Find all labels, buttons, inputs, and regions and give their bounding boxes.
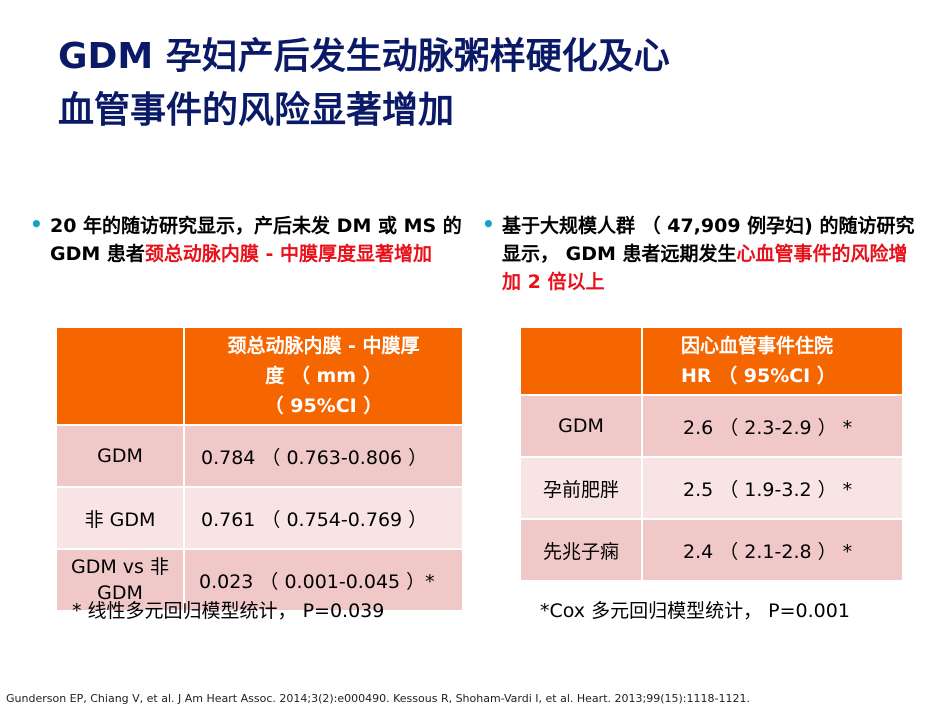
header-empty-cell — [521, 328, 641, 394]
table-row: 孕前肥胖 2.5 （ 1.9-3.2 ） * — [521, 456, 902, 518]
row-label: 非 GDM — [57, 486, 183, 548]
right-table: 因心血管事件住院 HR （ 95%CI ） GDM 2.6 （ 2.3-2.9 … — [521, 328, 902, 580]
header-cell: 颈总动脉内膜 - 中膜厚 度 （ mm ） （ 95%CI ） — [183, 328, 462, 424]
left-bullet-highlight: 颈总动脉内膜 - 中膜厚度显著增加 — [144, 243, 433, 265]
table-row: 非 GDM 0.761 （ 0.754-0.769 ） — [57, 486, 462, 548]
left-bullet-plain: 20 年的随访研究显示，产后未发 DM 或 MS 的 GDM 患者 — [50, 215, 462, 265]
slide-title: GDM 孕妇产后发生动脉粥样硬化及心 血管事件的风险显著增加 — [58, 30, 918, 138]
header-empty-cell — [57, 328, 183, 424]
bullet-dot-icon: • — [482, 212, 495, 236]
right-bullet: • 基于大规模人群 （ 47,909 例孕妇) 的随访研究显示， GDM 患者远… — [482, 212, 922, 296]
bullet-dot-icon: • — [30, 212, 43, 236]
row-value: 2.4 （ 2.1-2.8 ） * — [641, 518, 902, 580]
header-line-1: 因心血管事件住院 — [681, 335, 834, 357]
title-line-1: GDM 孕妇产后发生动脉粥样硬化及心 — [58, 36, 670, 77]
row-label: GDM vs 非 GDM — [57, 548, 183, 610]
right-bullet-plain: 基于大规模人群 （ 47,909 例孕妇) 的随访研究显示， GDM 患者远期发… — [502, 215, 915, 265]
reference-citation: Gunderson EP, Chiang V, et al. J Am Hear… — [6, 692, 750, 705]
table-row: 先兆子痫 2.4 （ 2.1-2.8 ） * — [521, 518, 902, 580]
left-footnote: * 线性多元回归模型统计， P=0.039 — [72, 600, 385, 622]
table-header-row: 因心血管事件住院 HR （ 95%CI ） — [521, 328, 902, 394]
table-row: GDM vs 非 GDM 0.023 （ 0.001-0.045 ）* — [57, 548, 462, 610]
title-line-2: 血管事件的风险显著增加 — [58, 90, 455, 131]
right-bullet-text: 基于大规模人群 （ 47,909 例孕妇) 的随访研究显示， GDM 患者远期发… — [502, 212, 922, 296]
header-line-2: 度 （ mm ） — [265, 365, 382, 387]
right-footnote: *Cox 多元回归模型统计， P=0.001 — [540, 600, 850, 622]
row-label: GDM — [521, 394, 641, 456]
row-label: 孕前肥胖 — [521, 456, 641, 518]
row-label: GDM — [57, 424, 183, 486]
header-line-1: 颈总动脉内膜 - 中膜厚 — [227, 335, 420, 357]
table-header-row: 颈总动脉内膜 - 中膜厚 度 （ mm ） （ 95%CI ） — [57, 328, 462, 424]
header-line-3: （ 95%CI ） — [264, 395, 383, 417]
row-label: 先兆子痫 — [521, 518, 641, 580]
right-bullet-highlight: 心血管事件的风险增加 2 倍以上 — [502, 243, 908, 293]
row-value: 2.6 （ 2.3-2.9 ） * — [641, 394, 902, 456]
table-row: GDM 0.784 （ 0.763-0.806 ） — [57, 424, 462, 486]
left-bullet-text: 20 年的随访研究显示，产后未发 DM 或 MS 的 GDM 患者颈总动脉内膜 … — [50, 212, 470, 268]
row-value: 2.5 （ 1.9-3.2 ） * — [641, 456, 902, 518]
left-table: 颈总动脉内膜 - 中膜厚 度 （ mm ） （ 95%CI ） GDM 0.78… — [57, 328, 462, 610]
header-line-2: HR （ 95%CI ） — [681, 365, 836, 387]
table-row: GDM 2.6 （ 2.3-2.9 ） * — [521, 394, 902, 456]
header-cell: 因心血管事件住院 HR （ 95%CI ） — [641, 328, 902, 394]
row-value: 0.023 （ 0.001-0.045 ）* — [183, 548, 462, 610]
row-value: 0.784 （ 0.763-0.806 ） — [183, 424, 462, 486]
row-value: 0.761 （ 0.754-0.769 ） — [183, 486, 462, 548]
left-bullet: • 20 年的随访研究显示，产后未发 DM 或 MS 的 GDM 患者颈总动脉内… — [30, 212, 470, 268]
